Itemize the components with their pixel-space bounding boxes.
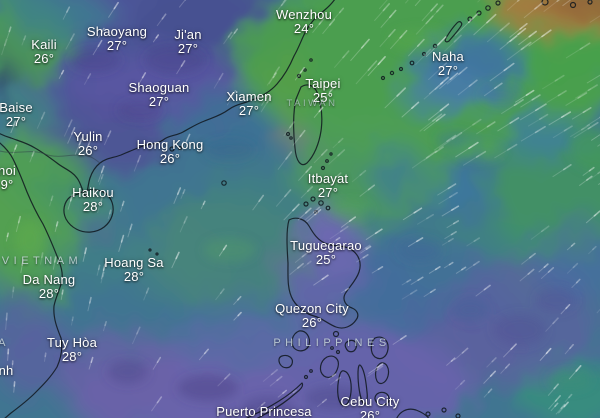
- city-name: Hong Kong: [136, 137, 204, 152]
- city-temperature: 28°: [61, 349, 83, 364]
- city-temperature: 27°: [5, 114, 27, 129]
- city-temperature: 27°: [148, 94, 170, 109]
- city-name: Da Nang: [22, 272, 76, 287]
- city-temperature: 28°: [82, 199, 104, 214]
- city-label-yulin[interactable]: Yulin 26°: [73, 130, 102, 158]
- city-label-xiamen[interactable]: Xiamen 27°: [226, 90, 271, 118]
- city-label-noi[interactable]: noi 9°: [0, 164, 16, 192]
- city-temperature: 26°: [77, 143, 99, 158]
- city-label-wenzhou[interactable]: Wenzhou 24°: [276, 8, 332, 36]
- city-name: Itbayat: [307, 171, 349, 186]
- city-label-haikou[interactable]: Haikou 28°: [72, 186, 114, 214]
- city-temperature: 27°: [177, 41, 199, 56]
- city-label-shaoyang[interactable]: Shaoyang 27°: [87, 25, 147, 53]
- city-temperature: 28°: [123, 269, 145, 284]
- city-temperature: 24°: [293, 21, 315, 36]
- city-name: noi: [0, 163, 16, 178]
- region-label-taiwan: TAIWAN: [286, 98, 338, 109]
- city-name: Ji'an: [174, 27, 202, 42]
- city-label-cebu-city[interactable]: Cebu City 26°: [341, 395, 400, 418]
- city-temperature: 9°: [0, 177, 14, 192]
- city-temperature: 25°: [315, 252, 337, 267]
- region-label-a: A: [0, 337, 10, 349]
- city-label-quezon-city[interactable]: Quezon City 26°: [275, 302, 349, 330]
- city-name: Yulin: [73, 129, 103, 144]
- city-label-taipei[interactable]: Taipei 25°: [305, 77, 340, 105]
- city-label-itbayat[interactable]: Itbayat 27°: [308, 172, 348, 200]
- city-name: Naha: [432, 49, 464, 64]
- city-temperature: 27°: [238, 103, 260, 118]
- city-label-hoang-sa[interactable]: Hoang Sa 28°: [104, 256, 163, 284]
- city-name: Wenzhou: [275, 7, 333, 22]
- city-temperature: 28°: [38, 286, 60, 301]
- city-label-tuy-h-a[interactable]: Tuy Hòa 28°: [47, 336, 97, 364]
- city-temperature: 26°: [159, 151, 181, 166]
- city-name: Haikou: [72, 185, 114, 200]
- mottle-texture: [14, 28, 600, 418]
- city-temperature: 25°: [312, 90, 334, 105]
- city-name: Kaili: [31, 37, 57, 52]
- region-label-vietnam: VIETNAM: [1, 255, 83, 267]
- city-name: Baise: [0, 100, 33, 115]
- city-label-tuguegarao[interactable]: Tuguegarao 25°: [290, 239, 362, 267]
- city-label-baise[interactable]: Baise 27°: [0, 101, 33, 129]
- city-temperature: 26°: [301, 315, 323, 330]
- city-label-ji-an[interactable]: Ji'an 27°: [174, 28, 201, 56]
- region-label-nh: nh: [0, 363, 14, 378]
- region-label-philippines: PHILIPPINES: [273, 337, 391, 349]
- city-name: Xiamen: [226, 89, 272, 104]
- city-name: Quezon City: [275, 301, 349, 316]
- city-temperature: 26°: [33, 51, 55, 66]
- city-name: Puerto Princesa: [216, 404, 312, 418]
- city-temperature: 27°: [437, 63, 459, 78]
- city-temperature: 26°: [359, 408, 381, 418]
- city-temperature: 27°: [317, 185, 339, 200]
- city-temperature: 27°: [106, 38, 128, 53]
- city-name: Hoang Sa: [104, 255, 164, 270]
- city-label-puerto-princesa[interactable]: Puerto Princesa: [216, 405, 312, 418]
- city-name: Cebu City: [340, 394, 400, 409]
- city-name: Taipei: [305, 76, 341, 91]
- city-name: Shaoyang: [86, 24, 148, 39]
- city-label-hong-kong[interactable]: Hong Kong 26°: [137, 138, 204, 166]
- city-name: Tuguegarao: [290, 238, 362, 253]
- city-name: Shaoguan: [128, 80, 190, 95]
- city-label-kaili[interactable]: Kaili 26°: [31, 38, 57, 66]
- city-label-da-nang[interactable]: Da Nang 28°: [23, 273, 76, 301]
- city-name: Tuy Hòa: [46, 335, 98, 350]
- city-label-naha[interactable]: Naha 27°: [432, 50, 464, 78]
- city-label-shaoguan[interactable]: Shaoguan 27°: [129, 81, 190, 109]
